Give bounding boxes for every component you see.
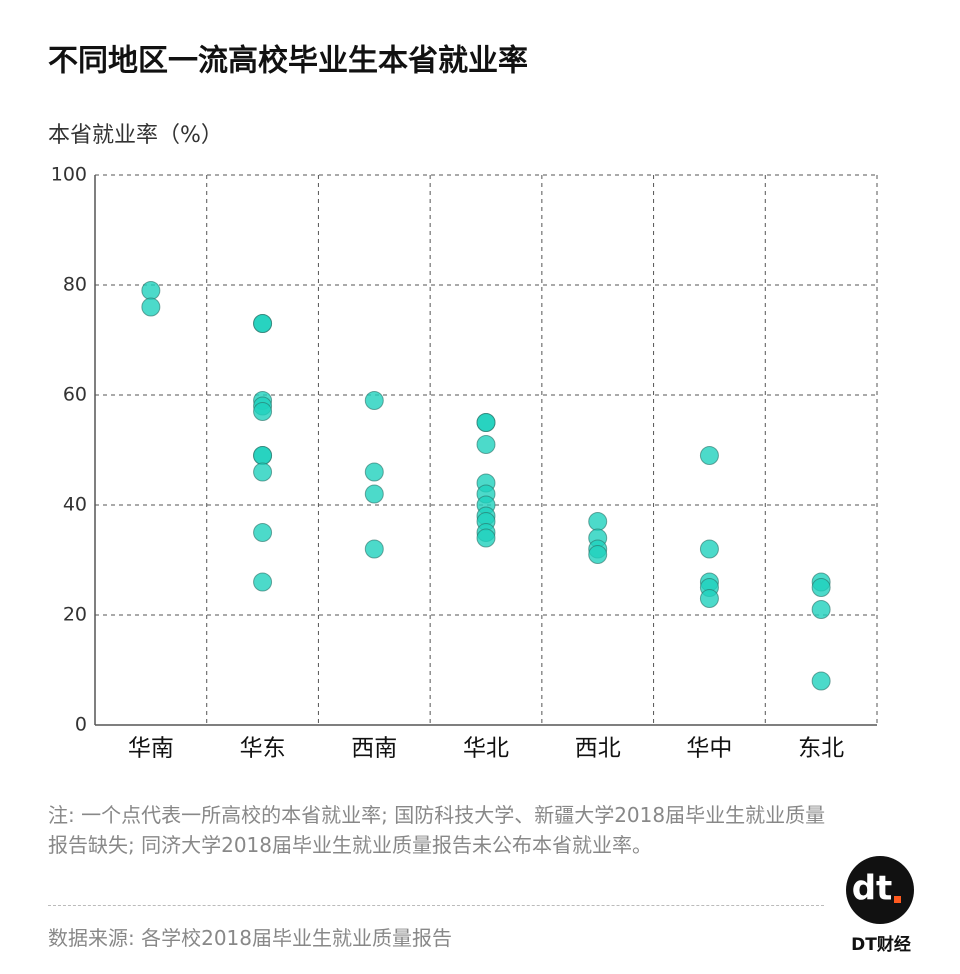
y-tick-label: 100 [51, 164, 87, 186]
dot [364, 462, 384, 482]
y-tick-label: 40 [63, 494, 87, 516]
dot [811, 600, 831, 619]
x-tick-label: 华南 [128, 736, 174, 762]
dot [364, 391, 384, 410]
logo-badge [846, 856, 914, 924]
dot [141, 297, 161, 317]
dot [699, 539, 719, 559]
dot [253, 402, 273, 421]
divider [48, 905, 824, 906]
y-tick-label: 80 [63, 274, 87, 296]
x-tick-label: 东北 [798, 736, 844, 762]
dot [141, 281, 161, 300]
dot [253, 446, 273, 465]
dot [476, 413, 496, 432]
dot [588, 512, 608, 531]
dot [364, 539, 384, 559]
logo-dot [894, 896, 901, 903]
note: 注: 一个点代表一所高校的本省就业率; 国防科技大学、新疆大学2018届毕业生就… [48, 803, 826, 857]
dot [588, 545, 608, 564]
dot [364, 484, 384, 504]
dot [253, 462, 273, 482]
dot [811, 578, 831, 597]
logo-text: DT财经 [851, 935, 911, 955]
y-tick-label: 0 [75, 714, 87, 736]
y-axis-label: 本省就业率（%） [48, 123, 223, 148]
x-tick-label: 西南 [351, 736, 397, 762]
dot [699, 589, 719, 608]
x-tick-label: 华北 [463, 736, 509, 762]
chart-title: 不同地区一流高校毕业生本省就业率 [48, 44, 528, 79]
source: 数据来源: 各学校2018届毕业生就业质量报告 [48, 926, 452, 950]
dot [253, 523, 273, 542]
logo-mark: dt [852, 869, 893, 909]
dot [476, 435, 496, 454]
dot [811, 671, 831, 691]
y-tick-label: 60 [63, 384, 87, 406]
y-tick-label: 20 [63, 604, 87, 626]
x-tick-label: 华中 [686, 736, 732, 762]
dot [253, 572, 273, 592]
dot [253, 314, 273, 333]
x-tick-label: 西北 [575, 736, 621, 762]
x-tick-label: 华东 [240, 736, 286, 762]
dot [476, 528, 496, 548]
dot [699, 446, 719, 465]
